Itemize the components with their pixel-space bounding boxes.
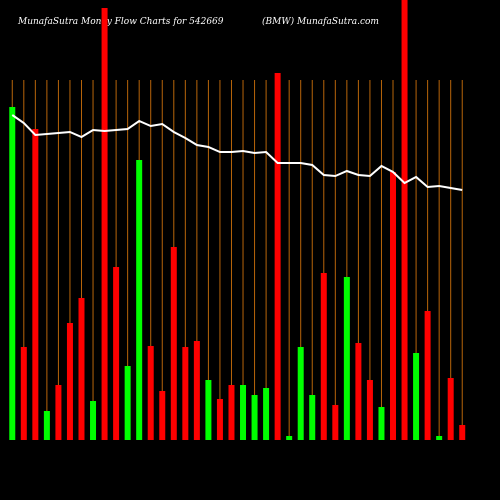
bar — [343, 277, 350, 440]
bar — [274, 73, 281, 440]
bar — [20, 347, 27, 440]
bar — [124, 366, 131, 440]
bar — [170, 247, 177, 440]
bar — [390, 172, 397, 440]
bar — [401, 0, 408, 440]
bar — [43, 411, 50, 440]
bar — [205, 380, 212, 440]
bar — [159, 391, 166, 440]
bar — [66, 323, 73, 440]
bar — [182, 347, 189, 440]
bar — [240, 385, 247, 440]
bar — [309, 395, 316, 440]
bar — [136, 160, 143, 440]
bar — [459, 425, 466, 440]
bar — [101, 8, 108, 440]
bar — [251, 395, 258, 440]
bar — [78, 298, 85, 440]
bar — [147, 346, 154, 440]
bar — [55, 385, 62, 440]
bar — [228, 385, 235, 440]
bar — [447, 378, 454, 440]
bar — [113, 267, 120, 440]
bar — [424, 311, 431, 440]
bar — [366, 380, 373, 440]
chart-subtitle: (BMW) MunafaSutra.com — [262, 16, 379, 27]
bar — [332, 405, 339, 440]
bar — [193, 341, 200, 440]
bar — [413, 353, 420, 440]
bar — [378, 407, 385, 440]
chart-title: MunafaSutra Money Flow Charts for 542669 — [17, 17, 224, 27]
bar — [297, 347, 304, 440]
bar — [286, 436, 293, 440]
line — [11, 114, 463, 191]
bar — [32, 129, 39, 440]
bar — [9, 107, 16, 440]
bar — [320, 273, 327, 440]
bar — [216, 399, 223, 440]
bar — [436, 436, 443, 440]
bar — [263, 388, 270, 440]
bar — [355, 343, 362, 440]
bar — [90, 401, 97, 440]
